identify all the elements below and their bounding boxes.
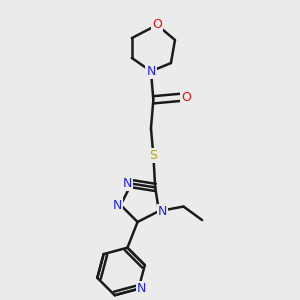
Text: N: N <box>146 65 156 78</box>
Text: S: S <box>149 149 158 162</box>
Text: O: O <box>181 91 191 104</box>
Text: N: N <box>112 199 122 212</box>
Text: N: N <box>158 205 167 218</box>
Text: N: N <box>122 177 132 190</box>
Text: O: O <box>152 19 162 32</box>
Text: N: N <box>137 282 146 296</box>
